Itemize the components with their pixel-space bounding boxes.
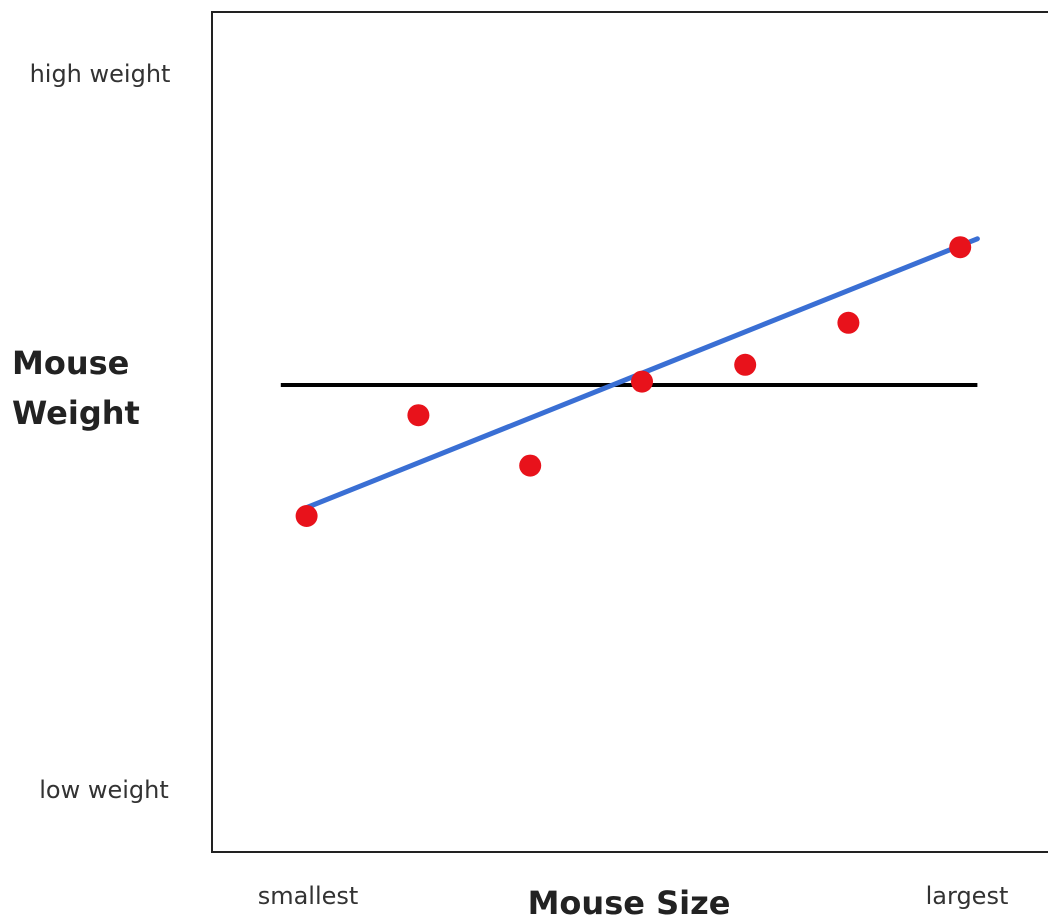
y-axis-title-line-2: Weight <box>12 394 140 432</box>
data-point-6 <box>837 311 860 334</box>
plot-frame <box>211 11 1048 853</box>
x-tick-label-min: smallest <box>258 882 359 910</box>
data-point-2 <box>407 404 430 427</box>
chart-marks <box>280 236 980 527</box>
data-point-4 <box>631 370 653 393</box>
data-point-3 <box>519 454 542 477</box>
data-point-5 <box>734 353 757 376</box>
y-tick-label-min: low weight <box>39 776 169 804</box>
x-tick-label-max: largest <box>926 882 1009 910</box>
data-point-7 <box>949 236 972 259</box>
y-axis-title-line-1: Mouse <box>12 344 129 382</box>
x-axis-title: Mouse Size <box>528 884 731 920</box>
data-point-1 <box>295 505 318 527</box>
y-tick-label-max: high weight <box>30 60 171 88</box>
